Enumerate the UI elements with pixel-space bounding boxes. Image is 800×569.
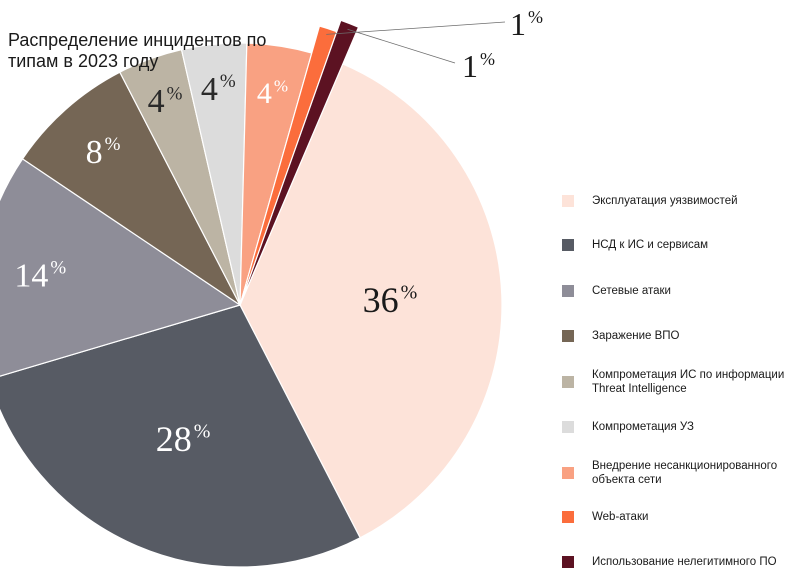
slice-label: 4%	[148, 83, 183, 120]
legend-swatch	[562, 421, 574, 433]
legend-swatch	[562, 467, 574, 479]
slice-label: 36%	[363, 280, 418, 320]
legend-item: Внедрение несанкционированного объекта с…	[562, 459, 800, 487]
slice-label: 14%	[14, 257, 66, 294]
slice-label-value: 4	[257, 77, 272, 110]
slice-label-value: 4	[148, 83, 165, 120]
slice-label: 1%	[462, 48, 495, 84]
pie-slice	[21, 71, 241, 306]
legend-swatch	[562, 239, 574, 251]
legend-item: Компрометация ИС по информации Threat In…	[562, 368, 800, 396]
legend-swatch	[562, 195, 574, 207]
legend-label: Эксплуатация уязвимостей	[592, 195, 738, 207]
legend-item: Сетевые атаки	[562, 284, 800, 298]
slice-label-percent: %	[50, 257, 66, 278]
slice-label-percent: %	[167, 83, 183, 104]
slice-label-value: 8	[86, 134, 103, 171]
slice-label-percent: %	[220, 71, 236, 92]
slice-label-value: 28	[156, 419, 192, 459]
legend-item: Компрометация УЗ	[562, 420, 800, 434]
pie-slice	[0, 158, 242, 377]
pie-slice	[0, 304, 361, 568]
slice-label: 1%	[510, 6, 543, 42]
legend-label: Web-атаки	[592, 511, 649, 523]
slice-label-percent: %	[528, 7, 543, 27]
slice-label-percent: %	[105, 134, 121, 155]
legend-item: Заражение ВПО	[562, 329, 800, 343]
legend-item: Эксплуатация уязвимостей	[562, 194, 800, 208]
legend-label: Внедрение несанкционированного объекта с…	[592, 460, 778, 486]
slice-label-percent: %	[274, 77, 288, 96]
legend-item: Web-атаки	[562, 510, 800, 524]
leader-line	[347, 28, 456, 64]
slice-label-percent: %	[194, 420, 211, 442]
legend-swatch	[562, 376, 574, 388]
legend-swatch	[562, 556, 574, 568]
chart-title: Распределение инцидентов по типам в 2023…	[8, 30, 267, 71]
slice-label-value: 14	[14, 257, 48, 294]
leader-line	[326, 21, 506, 35]
legend-label: Компрометация ИС по информации Threat In…	[592, 369, 785, 395]
slice-label: 4%	[257, 77, 288, 110]
leader-lines	[326, 21, 506, 64]
legend-swatch	[562, 285, 574, 297]
slice-label-value: 4	[201, 71, 218, 108]
legend-label: НСД к ИС и сервисам	[592, 239, 709, 251]
slice-label-value: 1	[462, 48, 478, 84]
pie-slices	[0, 19, 503, 568]
legend-label: Сетевые атаки	[592, 285, 671, 297]
slice-label: 4%	[201, 71, 236, 108]
slice-label: 28%	[156, 419, 211, 459]
legend-swatch	[562, 330, 574, 342]
legend-swatch	[562, 511, 574, 523]
legend-label: Компрометация УЗ	[592, 421, 694, 433]
legend-item: Использование нелегитимного ПО	[562, 555, 800, 569]
pie-slice	[239, 19, 360, 306]
slice-label-value: 36	[363, 280, 399, 320]
slice-label-percent: %	[401, 281, 418, 303]
legend-label: Заражение ВПО	[592, 330, 680, 342]
slice-label: 8%	[86, 134, 121, 171]
slice-labels: 36 %28 %14 %8 %4% 4% 4 %1 %1%	[14, 6, 543, 459]
pie-slice	[239, 63, 503, 539]
slice-label-value: 1	[510, 6, 526, 42]
slice-label-percent: %	[480, 49, 495, 69]
legend-item: НСД к ИС и сервисам	[562, 238, 800, 252]
legend-label: Использование нелегитимного ПО	[592, 556, 777, 568]
